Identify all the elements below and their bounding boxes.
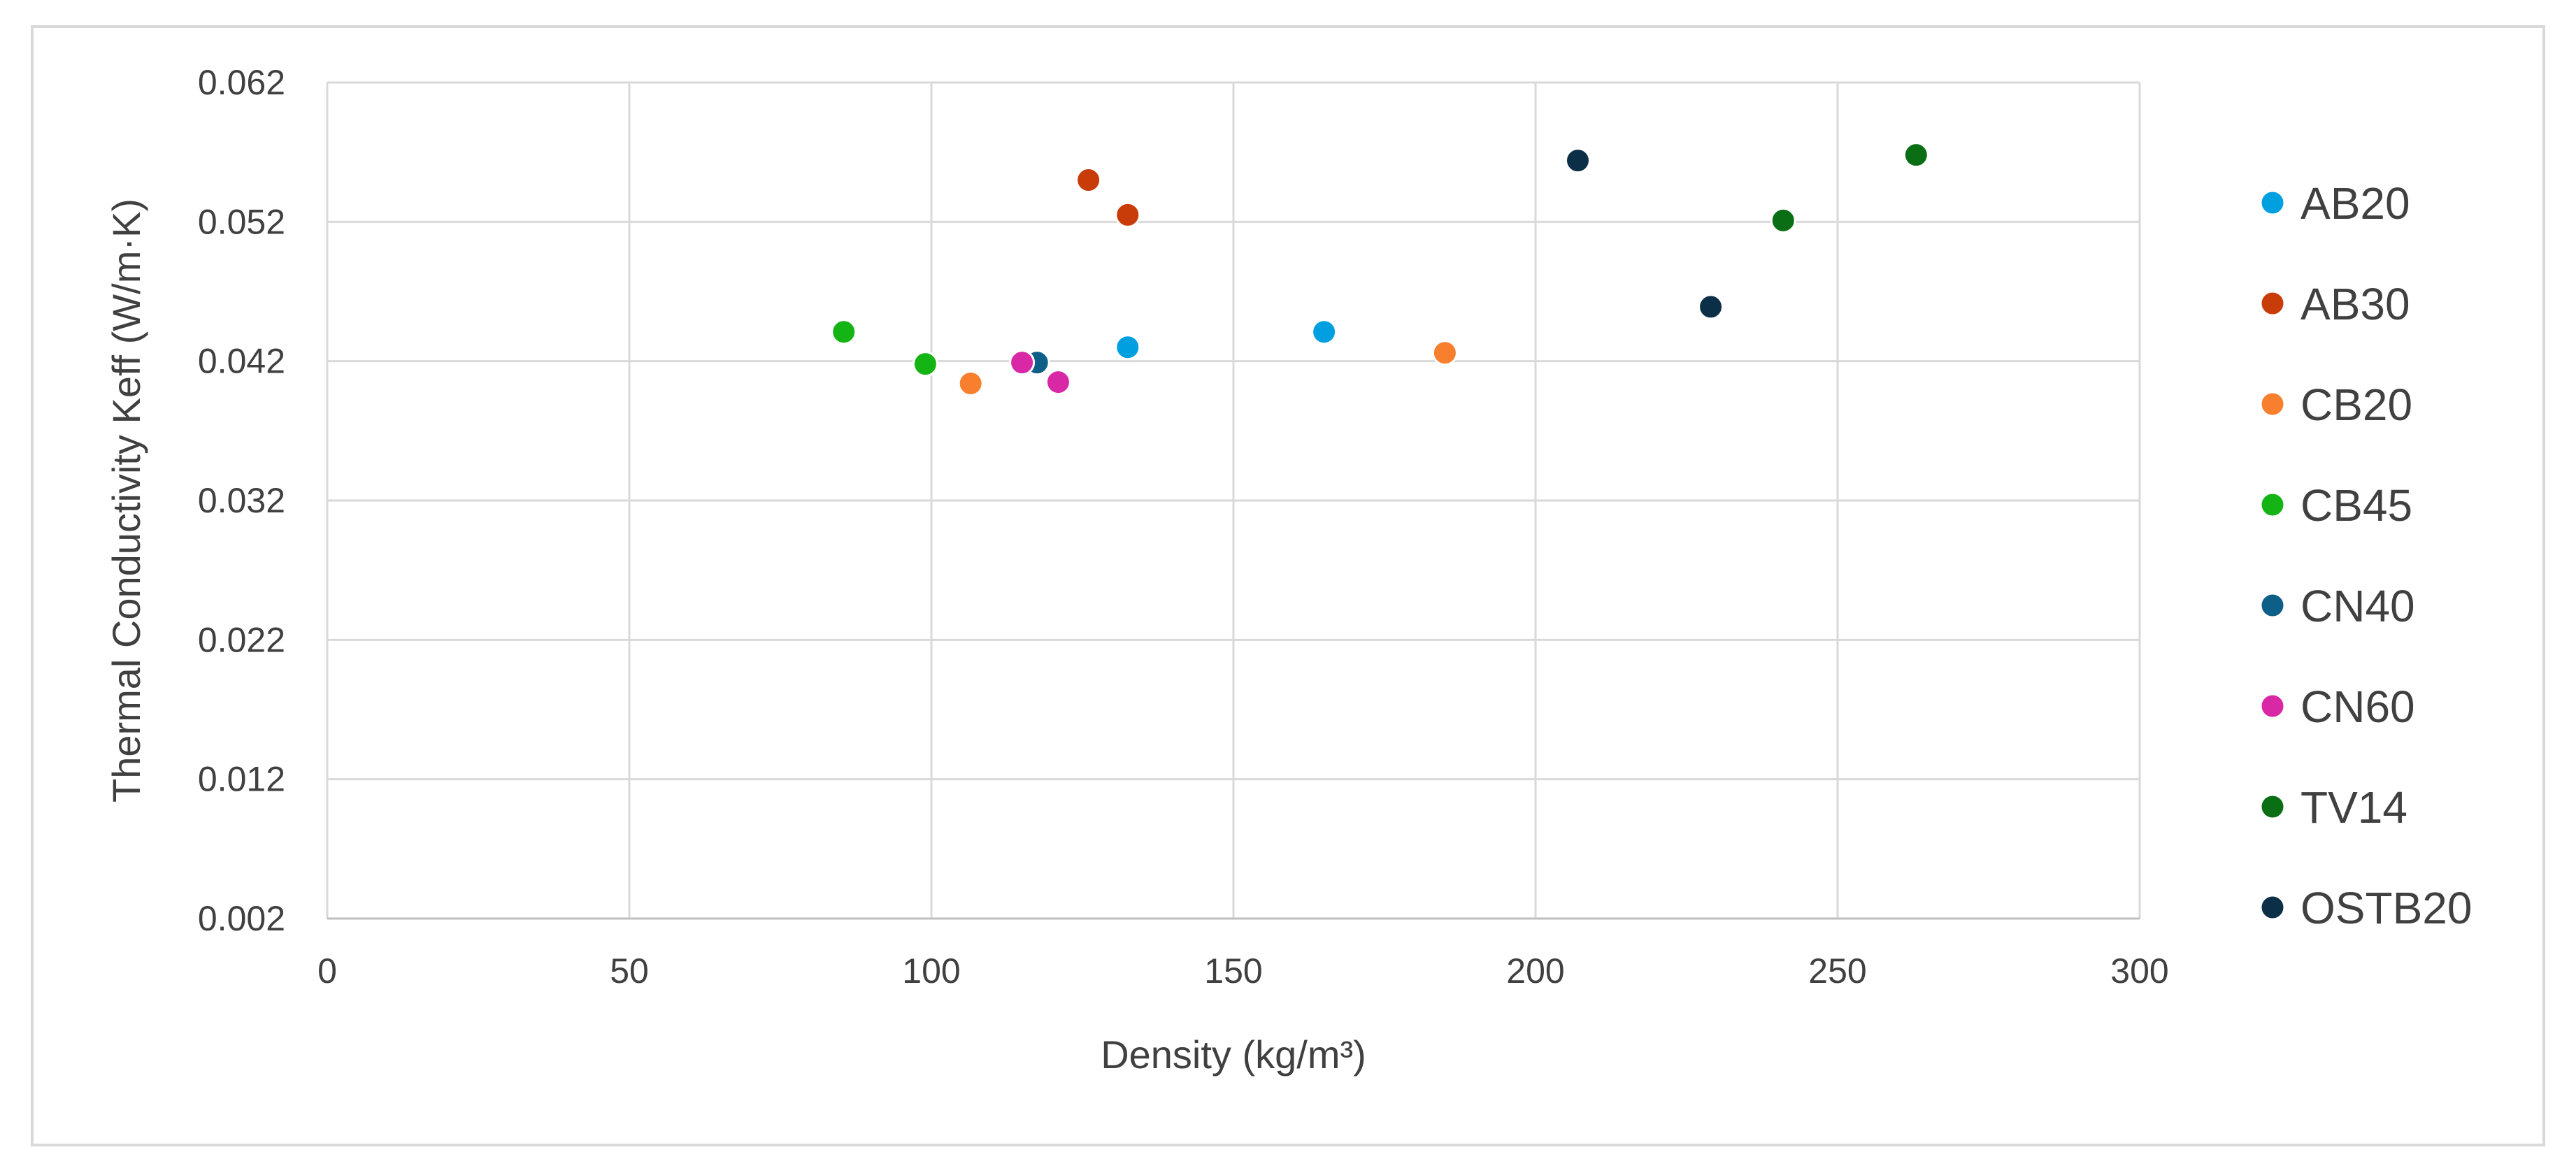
y-tick-label: 0.012 [198, 760, 285, 799]
data-point-ostb20 [1564, 147, 1591, 174]
x-axis-title: Density (kg/m³) [1101, 1032, 1366, 1077]
legend-marker-cn40 [2259, 592, 2286, 619]
data-point-ostb20 [1698, 294, 1724, 320]
legend-label-cb45: CB45 [2300, 480, 2412, 531]
data-point-ab30 [1075, 167, 1102, 194]
data-point-ab20 [1311, 319, 1338, 345]
legend-marker-cb20 [2259, 391, 2286, 417]
data-point-cb20 [1431, 340, 1458, 366]
legend-label-ab30: AB30 [2300, 279, 2410, 329]
x-tick-label: 150 [1204, 951, 1262, 991]
x-tick-label: 100 [902, 951, 960, 991]
legend: AB20 AB30 CB20 CB45 CN40 CN60 TV14 OSTB20 [2259, 178, 2472, 933]
legend-marker-ab20 [2259, 189, 2286, 216]
y-tick-label: 0.022 [198, 620, 285, 659]
chart-frame [31, 25, 2545, 1146]
legend-marker-ostb20 [2259, 894, 2286, 921]
legend-label-tv14: TV14 [2300, 782, 2407, 833]
data-point-ab20 [1115, 334, 1141, 361]
legend-marker-ab30 [2259, 290, 2286, 317]
legend-label-cn60: CN60 [2300, 682, 2415, 732]
legend-marker-tv14 [2259, 793, 2286, 820]
legend-label-ab20: AB20 [2300, 178, 2410, 229]
grid-lines [326, 81, 2141, 919]
data-point-tv14 [1770, 207, 1796, 233]
data-point-tv14 [1903, 142, 1929, 168]
legend-label-cb20: CB20 [2300, 380, 2412, 430]
data-point-cn60 [1009, 350, 1036, 376]
y-tick-label: 0.002 [198, 899, 285, 938]
x-tick-label: 250 [1808, 951, 1866, 991]
x-tick-label: 0 [317, 951, 337, 991]
y-tick-label: 0.062 [198, 63, 285, 102]
legend-label-ostb20: OSTB20 [2300, 883, 2472, 933]
data-point-cn60 [1045, 369, 1071, 396]
legend-marker-cb45 [2259, 491, 2286, 518]
legend-marker-cn60 [2259, 693, 2286, 719]
y-tick-label: 0.052 [198, 202, 285, 241]
x-tick-label: 50 [610, 951, 649, 991]
y-tick-label: 0.032 [198, 481, 285, 520]
x-tick-label: 200 [1506, 951, 1564, 991]
x-tick-labels: 0 50 100 150 200 250 300 [317, 951, 2169, 991]
y-axis-title: Thermal Conductivity Keff (W/m·K) [104, 199, 148, 803]
x-tick-label: 300 [2110, 951, 2168, 991]
data-point-cb45 [912, 351, 938, 377]
data-points [831, 142, 1929, 397]
data-point-cb45 [831, 319, 857, 345]
y-tick-labels: 0.002 0.012 0.022 0.032 0.042 0.052 0.062 [198, 63, 285, 938]
legend-label-cn40: CN40 [2300, 581, 2415, 631]
y-tick-label: 0.042 [198, 342, 285, 381]
data-point-ab30 [1115, 201, 1141, 228]
data-point-cb20 [957, 370, 984, 397]
